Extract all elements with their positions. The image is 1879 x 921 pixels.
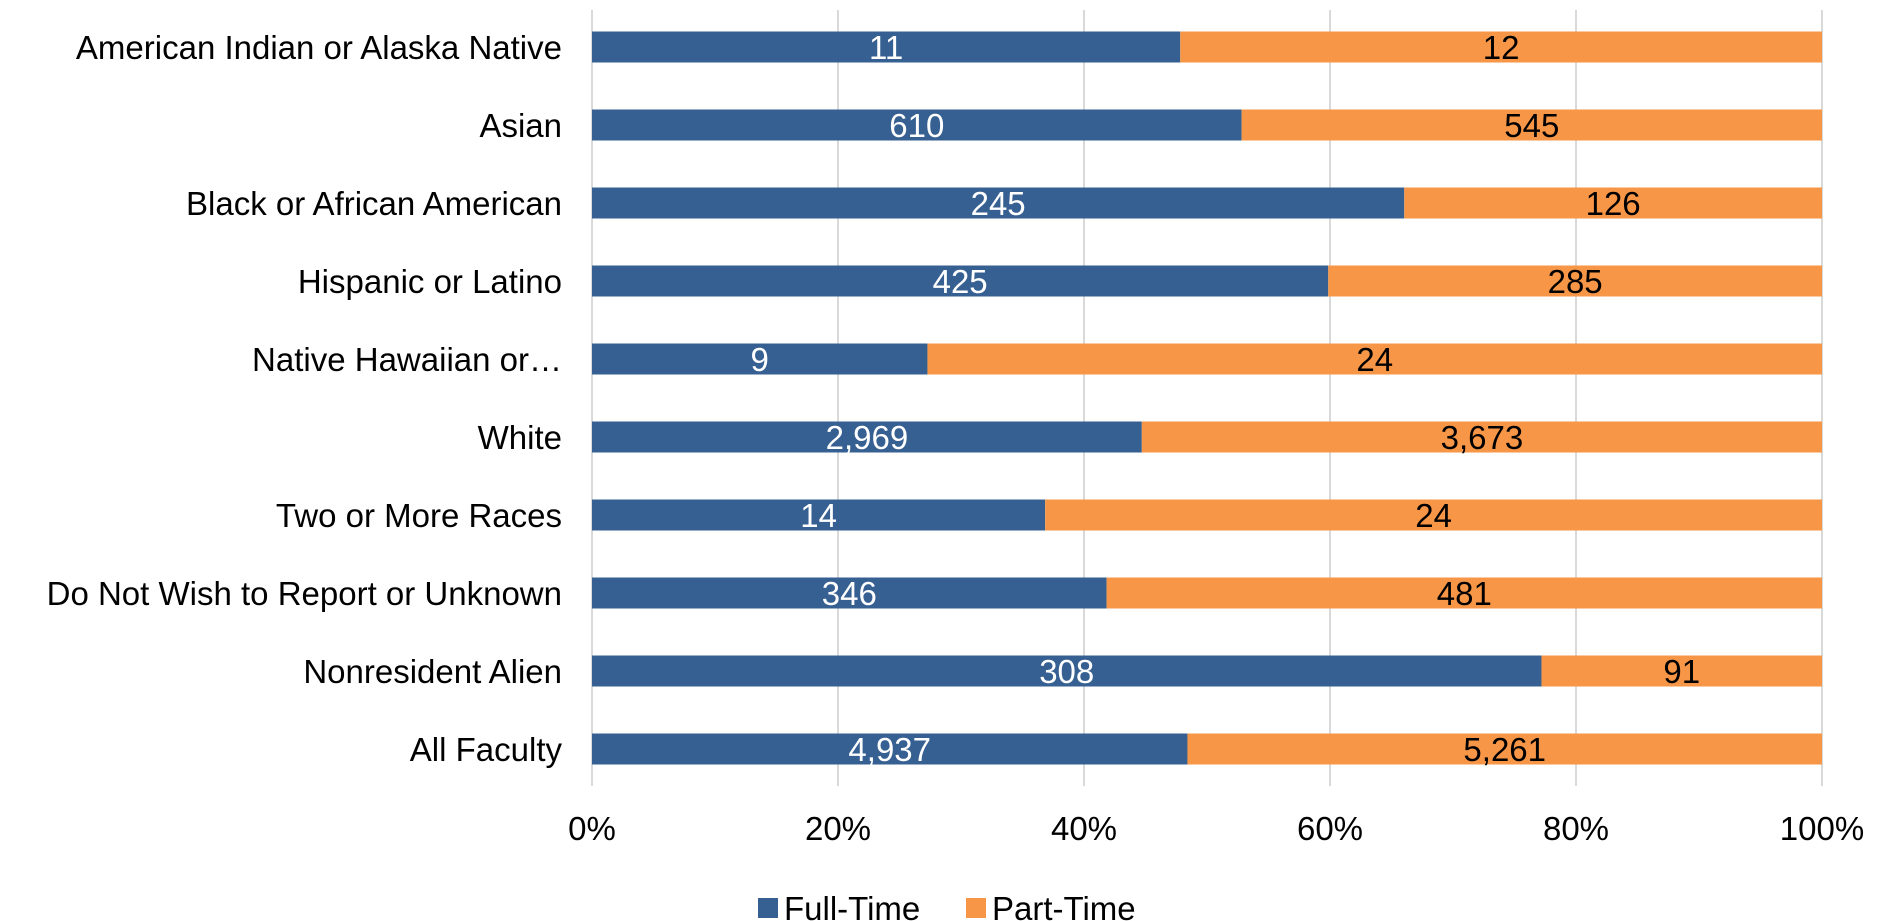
x-tick-label: 100% — [1780, 810, 1864, 847]
bar-full-time — [592, 265, 1329, 297]
data-label: 308 — [1039, 653, 1094, 690]
data-label: 24 — [1415, 497, 1452, 534]
category-label: White — [478, 419, 562, 456]
bar-part-time — [1241, 109, 1822, 141]
data-label: 285 — [1548, 263, 1603, 300]
bar-part-time — [1180, 31, 1822, 63]
bar-full-time — [592, 577, 1107, 609]
data-label: 9 — [751, 341, 769, 378]
bar-full-time — [592, 343, 928, 375]
category-label: Nonresident Alien — [303, 653, 562, 690]
x-tick-label: 40% — [1051, 810, 1117, 847]
legend-label: Part-Time — [992, 890, 1136, 921]
data-label: 2,969 — [826, 419, 909, 456]
category-label: Do Not Wish to Report or Unknown — [47, 575, 562, 612]
data-label: 245 — [971, 185, 1026, 222]
bar-part-time — [1187, 733, 1822, 765]
legend-swatch — [966, 898, 986, 918]
bar-part-time — [1404, 187, 1822, 219]
data-label: 3,673 — [1441, 419, 1524, 456]
bar-full-time — [592, 655, 1542, 687]
x-tick-label: 20% — [805, 810, 871, 847]
category-label: All Faculty — [410, 731, 563, 768]
bar-part-time — [1328, 265, 1822, 297]
bar-full-time — [592, 499, 1046, 531]
bar-part-time — [1541, 655, 1822, 687]
legend: Full-Time Part-Time — [758, 890, 1136, 921]
category-label: Asian — [479, 107, 562, 144]
bar-part-time — [1141, 421, 1822, 453]
data-label: 24 — [1356, 341, 1393, 378]
x-axis-tick-labels: 0% 20% 40% 60% 80% 100% — [568, 810, 1864, 847]
category-label: Black or African American — [186, 185, 562, 222]
category-label: Native Hawaiian or… — [252, 341, 562, 378]
bar-full-time — [592, 109, 1242, 141]
bar-full-time — [592, 421, 1142, 453]
data-label: 12 — [1483, 29, 1520, 66]
legend-label: Full-Time — [784, 890, 920, 921]
bar-part-time — [1045, 499, 1822, 531]
bar-part-time — [1106, 577, 1822, 609]
bar-full-time — [592, 31, 1181, 63]
data-label: 481 — [1437, 575, 1492, 612]
category-label: Two or More Races — [276, 497, 562, 534]
data-label: 4,937 — [848, 731, 931, 768]
data-label: 5,261 — [1463, 731, 1546, 768]
bars — [592, 31, 1822, 765]
data-label: 14 — [800, 497, 837, 534]
bar-data-labels: 11 12 610 545 245 126 425 285 9 24 2,969 3,673 14 24 3… — [751, 29, 1701, 768]
x-tick-label: 80% — [1543, 810, 1609, 847]
data-label: 91 — [1663, 653, 1700, 690]
data-label: 610 — [889, 107, 944, 144]
x-tick-label: 60% — [1297, 810, 1363, 847]
x-tick-label: 0% — [568, 810, 616, 847]
bar-part-time — [927, 343, 1822, 375]
legend-swatch — [758, 898, 778, 918]
category-label: American Indian or Alaska Native — [76, 29, 562, 66]
category-axis-labels: American Indian or Alaska Native Asian Bla… — [47, 29, 563, 768]
data-label: 11 — [869, 29, 903, 66]
data-label: 425 — [933, 263, 988, 300]
category-label: Hispanic or Latino — [298, 263, 562, 300]
data-label: 545 — [1504, 107, 1559, 144]
data-label: 346 — [822, 575, 877, 612]
data-label: 126 — [1586, 185, 1641, 222]
bar-full-time — [592, 733, 1188, 765]
bar-full-time — [592, 187, 1405, 219]
